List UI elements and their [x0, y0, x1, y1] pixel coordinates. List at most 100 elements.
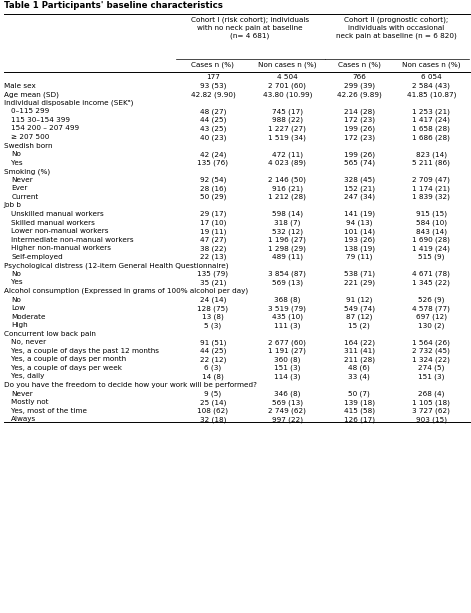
Text: 3 854 (87): 3 854 (87)	[268, 271, 306, 277]
Text: 311 (41): 311 (41)	[344, 348, 375, 354]
Text: Yes, most of the time: Yes, most of the time	[11, 408, 87, 414]
Text: Mostly not: Mostly not	[11, 399, 49, 405]
Text: 28 (16): 28 (16)	[200, 185, 226, 192]
Text: No: No	[11, 151, 21, 157]
Text: 24 (14): 24 (14)	[200, 297, 226, 303]
Text: 1 227 (27): 1 227 (27)	[268, 126, 306, 132]
Text: Non cases n (%): Non cases n (%)	[402, 62, 461, 69]
Text: 489 (11): 489 (11)	[272, 254, 303, 261]
Text: Do you have the freedom to decide how your work will be performed?: Do you have the freedom to decide how yo…	[4, 382, 257, 388]
Text: No: No	[11, 271, 21, 277]
Text: 91 (12): 91 (12)	[346, 297, 373, 303]
Text: 42.26 (9.89): 42.26 (9.89)	[337, 91, 382, 98]
Text: Never: Never	[11, 390, 33, 397]
Text: Lower non-manual workers: Lower non-manual workers	[11, 228, 109, 234]
Text: 44 (25): 44 (25)	[200, 348, 226, 354]
Text: 17 (10): 17 (10)	[200, 219, 226, 226]
Text: 1 191 (27): 1 191 (27)	[268, 348, 306, 354]
Text: 549 (74): 549 (74)	[344, 305, 375, 311]
Text: 172 (23): 172 (23)	[344, 134, 375, 140]
Text: 139 (18): 139 (18)	[344, 399, 375, 406]
Text: 526 (9): 526 (9)	[418, 297, 445, 303]
Text: 1 324 (22): 1 324 (22)	[413, 356, 450, 363]
Text: 14 (8): 14 (8)	[202, 373, 224, 380]
Text: 1 212 (28): 1 212 (28)	[268, 194, 306, 200]
Text: 3 519 (79): 3 519 (79)	[268, 305, 306, 311]
Text: 3 727 (62): 3 727 (62)	[413, 408, 450, 414]
Text: 13 (8): 13 (8)	[202, 314, 224, 320]
Text: 1 658 (28): 1 658 (28)	[413, 126, 450, 132]
Text: Low: Low	[11, 305, 25, 311]
Text: 1 196 (27): 1 196 (27)	[268, 237, 306, 243]
Text: No, never: No, never	[11, 339, 47, 345]
Text: Self-employed: Self-employed	[11, 254, 63, 260]
Text: 92 (54): 92 (54)	[200, 177, 226, 183]
Text: 299 (39): 299 (39)	[344, 83, 375, 89]
Text: 5 211 (86): 5 211 (86)	[413, 160, 450, 166]
Text: 38 (22): 38 (22)	[200, 245, 226, 252]
Text: 435 (10): 435 (10)	[272, 314, 303, 320]
Text: 15 (2): 15 (2)	[349, 322, 370, 329]
Text: Cohort II (prognostic cohort);
individuals with occasional
neck pain at baseline: Cohort II (prognostic cohort); individua…	[336, 17, 457, 39]
Text: 843 (14): 843 (14)	[416, 228, 447, 235]
Text: 9 (5): 9 (5)	[204, 390, 221, 397]
Text: 1 174 (21): 1 174 (21)	[413, 185, 450, 192]
Text: 360 (8): 360 (8)	[274, 356, 300, 363]
Text: 584 (10): 584 (10)	[416, 219, 447, 226]
Text: Cases n (%): Cases n (%)	[191, 62, 235, 69]
Text: 1 686 (28): 1 686 (28)	[413, 134, 450, 140]
Text: 151 (3): 151 (3)	[274, 365, 300, 371]
Text: 79 (11): 79 (11)	[346, 254, 373, 261]
Text: 4 504: 4 504	[277, 74, 298, 80]
Text: 328 (45): 328 (45)	[344, 177, 375, 183]
Text: Yes: Yes	[11, 160, 23, 166]
Text: 565 (74): 565 (74)	[344, 160, 375, 166]
Text: 138 (19): 138 (19)	[344, 245, 375, 252]
Text: ≥ 207 500: ≥ 207 500	[11, 134, 49, 140]
Text: 1 690 (28): 1 690 (28)	[413, 237, 450, 243]
Text: 47 (27): 47 (27)	[200, 237, 226, 243]
Text: 1 519 (34): 1 519 (34)	[268, 134, 306, 140]
Text: 101 (14): 101 (14)	[344, 228, 375, 235]
Text: 199 (26): 199 (26)	[344, 126, 375, 132]
Text: 108 (62): 108 (62)	[197, 408, 228, 414]
Text: 40 (23): 40 (23)	[200, 134, 226, 140]
Text: 6 054: 6 054	[421, 74, 442, 80]
Text: 154 200 – 207 499: 154 200 – 207 499	[11, 126, 80, 131]
Text: 214 (28): 214 (28)	[344, 109, 375, 115]
Text: 823 (14): 823 (14)	[416, 151, 447, 158]
Text: 43.80 (10.99): 43.80 (10.99)	[263, 91, 312, 98]
Text: 29 (17): 29 (17)	[200, 211, 226, 218]
Text: 997 (22): 997 (22)	[272, 416, 303, 423]
Text: 4 671 (78): 4 671 (78)	[413, 271, 450, 277]
Text: 128 (75): 128 (75)	[197, 305, 228, 311]
Text: 22 (12): 22 (12)	[200, 356, 226, 363]
Text: Cases n (%): Cases n (%)	[338, 62, 381, 69]
Text: 1 298 (29): 1 298 (29)	[268, 245, 306, 252]
Text: 1 564 (26): 1 564 (26)	[413, 339, 450, 346]
Text: 87 (12): 87 (12)	[346, 314, 373, 320]
Text: Psychological distress (12-item General Health Questionnaire): Psychological distress (12-item General …	[4, 262, 228, 269]
Text: 32 (18): 32 (18)	[200, 416, 226, 423]
Text: Smoking (%): Smoking (%)	[4, 168, 50, 175]
Text: Age mean (SD): Age mean (SD)	[4, 91, 59, 98]
Text: 44 (25): 44 (25)	[200, 117, 226, 123]
Text: 115 30–154 399: 115 30–154 399	[11, 117, 70, 123]
Text: 368 (8): 368 (8)	[274, 297, 300, 303]
Text: 1 839 (32): 1 839 (32)	[413, 194, 450, 200]
Text: 4 578 (77): 4 578 (77)	[413, 305, 450, 311]
Text: 33 (4): 33 (4)	[349, 373, 370, 380]
Text: 199 (26): 199 (26)	[344, 151, 375, 158]
Text: High: High	[11, 322, 28, 328]
Text: 0–115 299: 0–115 299	[11, 109, 49, 115]
Text: Yes: Yes	[11, 280, 23, 286]
Text: 41.85 (10.87): 41.85 (10.87)	[407, 91, 456, 98]
Text: 35 (21): 35 (21)	[200, 280, 226, 286]
Text: 152 (21): 152 (21)	[344, 185, 375, 192]
Text: Higher non-manual workers: Higher non-manual workers	[11, 245, 111, 251]
Text: 745 (17): 745 (17)	[272, 109, 303, 115]
Text: 211 (28): 211 (28)	[344, 356, 375, 363]
Text: Yes, a couple of days the past 12 months: Yes, a couple of days the past 12 months	[11, 348, 159, 354]
Text: 915 (15): 915 (15)	[416, 211, 447, 218]
Text: 151 (3): 151 (3)	[418, 373, 445, 380]
